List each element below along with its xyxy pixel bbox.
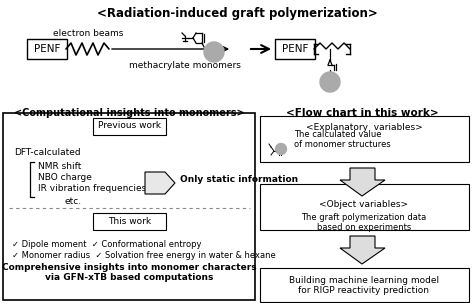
Text: The graft polymerization data
based on experiments: The graft polymerization data based on e…	[301, 213, 427, 232]
Text: Only static information: Only static information	[180, 175, 298, 184]
Text: NMR shift: NMR shift	[38, 162, 82, 171]
Text: DFT-calculated: DFT-calculated	[14, 148, 81, 157]
FancyArrowPatch shape	[251, 45, 269, 53]
Text: <Object variables>: <Object variables>	[319, 200, 409, 209]
Text: Previous work: Previous work	[99, 122, 162, 131]
Text: <Flow chart in this work>: <Flow chart in this work>	[286, 108, 438, 118]
Polygon shape	[340, 236, 385, 264]
Circle shape	[275, 144, 286, 155]
Text: electron beams: electron beams	[53, 29, 123, 38]
Text: This work: This work	[109, 217, 152, 225]
Text: PENF: PENF	[282, 44, 308, 54]
FancyBboxPatch shape	[3, 113, 255, 300]
Text: <Computational insights into monomers>: <Computational insights into monomers>	[14, 108, 244, 118]
Text: methacrylate monomers: methacrylate monomers	[129, 61, 241, 70]
Text: PENF: PENF	[34, 44, 60, 54]
FancyBboxPatch shape	[93, 212, 166, 229]
FancyBboxPatch shape	[260, 116, 469, 162]
Polygon shape	[145, 172, 175, 194]
Text: etc.: etc.	[65, 197, 82, 206]
Text: ✓ Dipole moment  ✓ Conformational entropy: ✓ Dipole moment ✓ Conformational entropy	[12, 240, 201, 249]
Text: <Explanatory  variables>: <Explanatory variables>	[306, 123, 422, 132]
Circle shape	[204, 42, 224, 62]
Circle shape	[320, 72, 340, 92]
Text: <Radiation-induced graft polymerization>: <Radiation-induced graft polymerization>	[97, 7, 377, 20]
FancyBboxPatch shape	[260, 184, 469, 230]
Text: NBO charge: NBO charge	[38, 173, 92, 182]
Text: The calculated value
of monomer structures: The calculated value of monomer structur…	[294, 130, 391, 149]
FancyBboxPatch shape	[27, 39, 67, 59]
Text: IR vibration frequencies: IR vibration frequencies	[38, 184, 146, 193]
Text: Comprehensive insights into monomer characters
via GFN-xTB based computations: Comprehensive insights into monomer char…	[2, 263, 256, 282]
Text: ✓ Monomer radius  ✓ Solvation free energy in water & hexane: ✓ Monomer radius ✓ Solvation free energy…	[12, 251, 276, 260]
FancyBboxPatch shape	[275, 39, 315, 59]
FancyBboxPatch shape	[93, 118, 166, 135]
Text: Building machine learning model
for RIGP reactivity prediction: Building machine learning model for RIGP…	[289, 276, 439, 295]
FancyBboxPatch shape	[260, 268, 469, 302]
Polygon shape	[340, 168, 385, 196]
